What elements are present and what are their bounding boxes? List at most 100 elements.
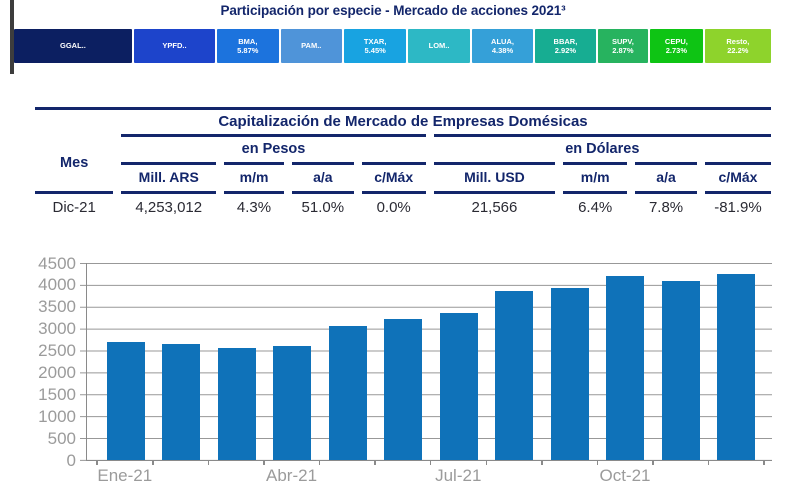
stacked-bar-segment: LOM.. — [408, 29, 470, 63]
stacked-bar-segment: PAM.. — [280, 29, 342, 63]
bar-Oct-21 — [606, 275, 645, 460]
x-axis-labels: Ene-21 Abr-21 Jul-21 Oct-21 — [86, 460, 772, 485]
bar-Abr-21 — [273, 345, 312, 460]
y-tick-label-2500: 2500 — [38, 341, 76, 361]
col-header-mm-usd: m/m — [563, 162, 628, 191]
x-tick-label-Jul-21: Jul-21 — [430, 460, 487, 485]
bar-Feb-21 — [162, 344, 201, 460]
stacked-bar-segment: GGAL.. — [14, 29, 132, 63]
col-header-mill-ars: Mill. ARS — [121, 162, 217, 191]
segment-ticker-label: SUPV, — [611, 36, 634, 46]
bar-Jul-21 — [439, 312, 478, 460]
x-tick — [208, 460, 265, 484]
x-tick-label-Abr-21: Abr-21 — [264, 460, 320, 485]
x-tick — [542, 460, 598, 484]
bar-slot-Jul-21 — [431, 263, 487, 460]
col-header-aa-ars: a/a — [291, 162, 354, 191]
x-tick — [486, 460, 543, 484]
bar-slot-Ene-21 — [98, 263, 154, 460]
x-tick — [319, 460, 376, 484]
col-header-mill-usd: Mill. USD — [433, 162, 556, 191]
col-header-mes: Mes — [60, 154, 89, 171]
col-header-cmax-ars: c/Máx — [361, 162, 426, 191]
bar-slot-Oct-21 — [598, 263, 654, 460]
segment-percent-label: 2.87% — [612, 46, 634, 55]
cell-aa-ars: 51.0% — [291, 191, 354, 224]
x-tick-label-Oct-21: Oct-21 — [597, 460, 654, 485]
y-tick-label-3500: 3500 — [38, 297, 76, 317]
bar-Ago-21 — [495, 291, 534, 460]
market-cap-table: Capitalización de Mercado de Empresas Do… — [27, 107, 779, 224]
segment-ticker-label: Resto, — [726, 36, 750, 46]
segment-ticker-label: BMA, — [238, 36, 258, 46]
cell-mes: Dic-21 — [35, 191, 114, 224]
bar-Nov-21 — [661, 281, 700, 460]
x-tick — [375, 460, 432, 484]
market-cap-bar-chart: 4500 4000 3500 3000 2500 2000 1500 1000 500 0 Ene… — [30, 250, 790, 485]
x-tick-label-Ene-21: Ene-21 — [96, 460, 154, 485]
stacked-bar-segment: BBAR, 2.92% — [535, 29, 596, 63]
y-tick-label-1500: 1500 — [38, 384, 76, 404]
y-tick-label-3000: 3000 — [38, 319, 76, 339]
segment-percent-label: 5.45% — [364, 46, 386, 55]
segment-ticker-label: BBAR, — [553, 36, 578, 46]
y-tick-label-0: 0 — [66, 450, 76, 470]
segment-percent-label: 4.38% — [491, 46, 514, 55]
x-tick — [653, 460, 709, 484]
y-tick-label-4000: 4000 — [38, 275, 76, 295]
bar-slot-Ago-21 — [487, 263, 543, 460]
cell-mill-usd: 21,566 — [433, 191, 556, 224]
participation-title: Participación por especie - Mercado de a… — [220, 3, 566, 18]
cell-aa-usd: 7.8% — [635, 191, 697, 224]
stacked-bar-segment: Resto, 22.2% — [704, 29, 772, 63]
stacked-bar-segment: ALUA, 4.38% — [471, 29, 534, 63]
segment-ticker-label: ALUA, — [491, 36, 514, 46]
bar-May-21 — [328, 326, 367, 460]
stacked-bar-segment: BMA, 5.87% — [217, 29, 279, 63]
bar-slot-Sep-21 — [542, 263, 598, 460]
stacked-bar-segment: YPFD.. — [133, 29, 216, 63]
table-row: Dic-21 4,253,012 4.3% 51.0% 0.0% 21,566 … — [35, 191, 771, 224]
segment-percent-label: 5.87% — [237, 46, 259, 55]
cell-mill-ars: 4,253,012 — [121, 191, 217, 224]
y-tick-label-2000: 2000 — [38, 362, 76, 382]
stacked-bar-segment: TXAR, 5.45% — [343, 29, 407, 63]
cell-cmax-usd: -81.9% — [704, 191, 771, 224]
segment-ticker-label: PAM.. — [301, 41, 322, 51]
segment-percent-label: 2.92% — [554, 46, 577, 55]
cell-cmax-ars: 0.0% — [361, 191, 426, 224]
bar-slot-May-21 — [320, 263, 376, 460]
bar-Ene-21 — [106, 341, 145, 460]
chart-plot-area — [86, 263, 772, 461]
chart-bars — [87, 263, 772, 460]
participation-stacked-bar: GGAL.. YPFD.. BMA, 5.87% PAM.. TXAR, 5.45% LOM.… — [14, 29, 772, 63]
segment-ticker-label: YPFD.. — [162, 41, 187, 51]
bar-Dic-21 — [717, 273, 756, 460]
col-header-aa-usd: a/a — [635, 162, 697, 191]
cell-mm-usd: 6.4% — [563, 191, 628, 224]
y-tick-label-500: 500 — [47, 428, 76, 448]
bar-slot-Jun-21 — [376, 263, 432, 460]
stacked-bar-segment: SUPV, 2.87% — [597, 29, 649, 63]
segment-percent-label: 2.73% — [665, 46, 688, 55]
bar-Mar-21 — [217, 347, 256, 460]
bar-Sep-21 — [550, 288, 589, 460]
x-tick — [708, 460, 765, 484]
segment-ticker-label: CEPU, — [664, 36, 688, 46]
y-tick-label-1000: 1000 — [38, 406, 76, 426]
cell-mm-ars: 4.3% — [224, 191, 284, 224]
group-header-pesos: en Pesos — [121, 134, 426, 162]
bar-slot-Feb-21 — [154, 263, 210, 460]
col-header-cmax-usd: c/Máx — [704, 162, 771, 191]
segment-ticker-label: TXAR, — [363, 36, 387, 46]
bar-Jun-21 — [384, 318, 423, 460]
bar-slot-Mar-21 — [209, 263, 265, 460]
y-axis-ticks — [80, 263, 86, 461]
stacked-bar-segment: CEPU, 2.73% — [650, 29, 703, 63]
x-tick — [153, 460, 209, 484]
page-edge-stripe — [10, 0, 14, 74]
col-header-mm-ars: m/m — [224, 162, 284, 191]
bar-slot-Nov-21 — [653, 263, 709, 460]
table-title: Capitalización de Mercado de Empresas Do… — [35, 107, 771, 134]
